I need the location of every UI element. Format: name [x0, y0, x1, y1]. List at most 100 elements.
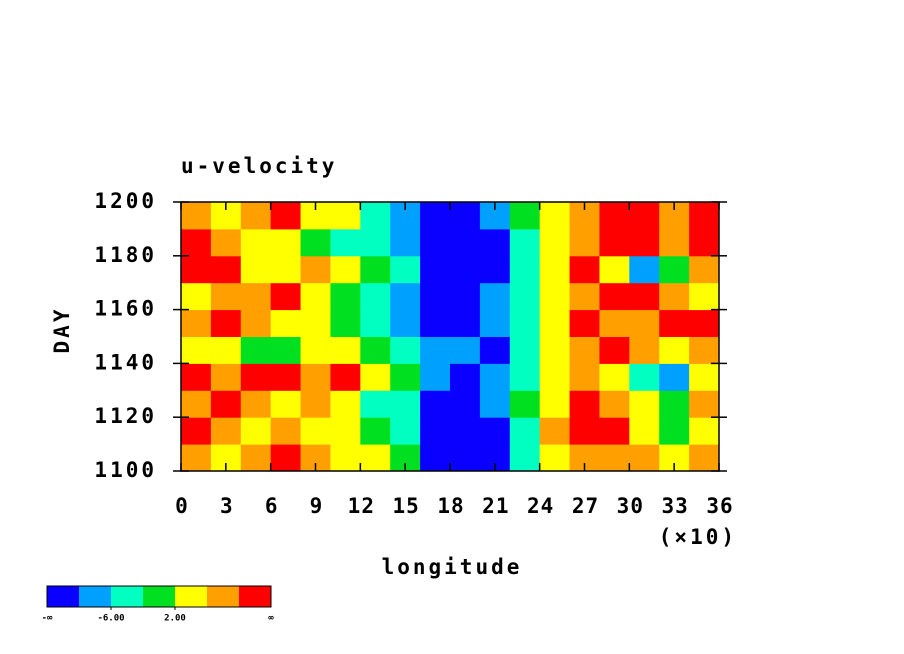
heat-cell	[181, 228, 212, 257]
x-tick-label: 18	[437, 494, 464, 518]
heat-cell	[450, 363, 481, 391]
x-tick-label: 15	[393, 494, 420, 518]
heat-cell	[479, 336, 511, 364]
heat-cell	[181, 336, 212, 364]
heat-cell	[629, 255, 660, 284]
heat-cell	[450, 202, 481, 230]
colorbar-label: ∞	[268, 614, 274, 624]
heat-cell	[629, 363, 660, 391]
heat-cell	[539, 309, 571, 337]
heat-cell	[330, 309, 361, 337]
heat-cell	[450, 255, 481, 284]
heat-cell	[360, 228, 391, 257]
heat-cell	[420, 255, 451, 284]
heat-cell	[420, 282, 451, 311]
heat-cell	[240, 228, 272, 257]
heat-cell	[270, 202, 302, 230]
heat-cell	[181, 202, 212, 230]
heat-cell	[210, 417, 242, 445]
heat-cell	[240, 255, 272, 284]
heat-cell	[539, 363, 571, 391]
heat-cell	[599, 390, 630, 418]
heat-cell	[181, 363, 212, 391]
heat-cell	[270, 255, 302, 284]
heat-cell	[659, 336, 690, 364]
heat-cell	[240, 390, 272, 418]
heat-cell	[689, 202, 720, 230]
heat-cell	[450, 390, 481, 418]
heat-cell	[360, 417, 391, 445]
heat-cell	[300, 390, 331, 418]
heat-cell	[509, 390, 541, 418]
heat-cell	[689, 282, 720, 311]
x-tick-label: 12	[348, 494, 375, 518]
heat-cell	[330, 390, 361, 418]
heat-cell	[599, 336, 630, 364]
heat-cell	[300, 282, 331, 311]
heat-cell	[569, 390, 600, 418]
x-tick-label: 24	[527, 494, 554, 518]
heat-cell	[450, 228, 481, 257]
heat-cell	[479, 417, 511, 445]
x-tick-label: 3	[220, 494, 234, 518]
heat-cell	[509, 417, 541, 445]
x-tick-label: 9	[310, 494, 324, 518]
heat-cell	[599, 228, 630, 257]
heat-cell	[390, 336, 421, 364]
heat-cell	[181, 390, 212, 418]
heat-cell	[509, 282, 541, 311]
heat-cell	[360, 444, 391, 472]
heat-cell	[689, 336, 720, 364]
heat-cell	[569, 282, 600, 311]
heat-cell	[210, 336, 242, 364]
heat-cell	[420, 390, 451, 418]
heat-cell	[539, 444, 571, 472]
x-axis-label: longitude	[382, 555, 523, 579]
heat-cell	[569, 417, 600, 445]
heat-cell	[539, 336, 571, 364]
heat-cell	[629, 282, 660, 311]
heat-cell	[390, 228, 421, 257]
heat-cell	[360, 363, 391, 391]
heat-cell	[210, 309, 242, 337]
heat-cell	[420, 363, 451, 391]
heat-cell	[390, 417, 421, 445]
heat-cell	[479, 390, 511, 418]
heat-cell	[659, 255, 690, 284]
heat-cell	[181, 282, 212, 311]
heat-cell	[270, 282, 302, 311]
heat-cell	[479, 363, 511, 391]
heat-cell	[509, 228, 541, 257]
heat-cell	[539, 255, 571, 284]
colorbar-swatch	[239, 586, 271, 607]
y-tick-label: 1140	[94, 350, 157, 374]
heat-cell	[300, 417, 331, 445]
heat-cell	[300, 309, 331, 337]
colorbar-swatch	[207, 586, 239, 607]
x-tick-label: 27	[572, 494, 599, 518]
heat-cell	[599, 444, 630, 472]
heat-cell	[689, 417, 720, 445]
heat-cell	[240, 282, 272, 311]
y-axis-label: DAY	[50, 307, 74, 354]
colorbar-label: -6.00	[97, 614, 124, 624]
heat-cell	[360, 202, 391, 230]
heat-cell	[210, 390, 242, 418]
heat-cell	[599, 309, 630, 337]
x-scale-label: (×10)	[659, 525, 737, 549]
heat-cell	[210, 228, 242, 257]
heat-cell	[330, 336, 361, 364]
heat-cell	[420, 417, 451, 445]
y-tick-label: 1180	[94, 243, 157, 267]
heat-cell	[689, 444, 720, 472]
colorbar-label: 2.00	[164, 614, 186, 624]
heat-cell	[360, 255, 391, 284]
heat-cell	[240, 417, 272, 445]
heat-cell	[479, 228, 511, 257]
heat-cell	[450, 309, 481, 337]
colorbar-frame	[46, 585, 272, 608]
y-tick-label: 1200	[94, 189, 157, 213]
chart-title: u-velocity	[181, 154, 337, 178]
x-tick-label: 6	[265, 494, 279, 518]
heat-cell	[629, 336, 660, 364]
